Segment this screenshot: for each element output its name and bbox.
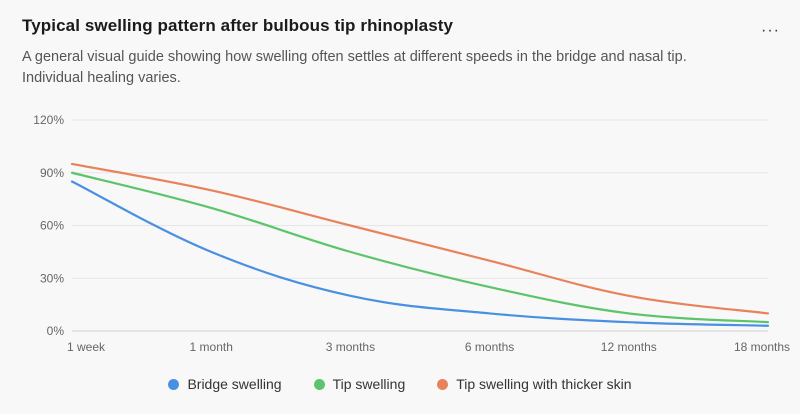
legend-dot-icon — [168, 378, 180, 390]
legend-dot-icon — [437, 378, 449, 390]
legend-label: Bridge swelling — [187, 376, 282, 392]
chart-title: Typical swelling pattern after bulbous t… — [22, 16, 454, 35]
chart-legend: Bridge swelling Tip swelling Tip swelling … — [0, 376, 800, 392]
y-tick-label: 30% — [40, 271, 64, 285]
x-tick-label: 12 months — [601, 340, 657, 354]
series-line-3[interactable] — [70, 162, 770, 315]
y-tick-label: 0% — [47, 324, 65, 338]
series-lines — [70, 162, 770, 327]
legend-item-2[interactable]: Tip swelling — [313, 376, 406, 392]
x-tick-label: 1 week — [67, 340, 106, 354]
series-line-1[interactable] — [70, 180, 770, 327]
x-tick-label: 3 months — [326, 340, 375, 354]
y-tick-label: 120% — [33, 113, 64, 127]
y-tick-label: 90% — [40, 166, 64, 180]
y-tick-label: 60% — [40, 219, 64, 233]
legend-label: Tip swelling — [332, 376, 406, 392]
x-tick-label: 18 months — [734, 340, 790, 354]
x-axis-ticks: 1 week 1 month 3 months 6 months 12 months 18… — [67, 340, 790, 354]
chart-subtitle: A general visual guide showing how swell… — [22, 49, 687, 86]
y-axis-ticks: 0% 30% 60% 90% 120% — [33, 113, 64, 338]
x-tick-label: 6 months — [465, 340, 514, 354]
x-tick-label: 1 month — [190, 340, 233, 354]
legend-label: Tip swelling with thicker skin — [456, 376, 632, 392]
legend-dot-icon — [313, 378, 325, 390]
legend-item-3[interactable]: Tip swelling with thicker skin — [437, 376, 632, 392]
more-options-icon[interactable]: ··· — [761, 22, 780, 39]
legend-item-1[interactable]: Bridge swelling — [168, 376, 282, 392]
grid-lines — [72, 119, 768, 332]
series-line-2[interactable] — [70, 171, 770, 324]
